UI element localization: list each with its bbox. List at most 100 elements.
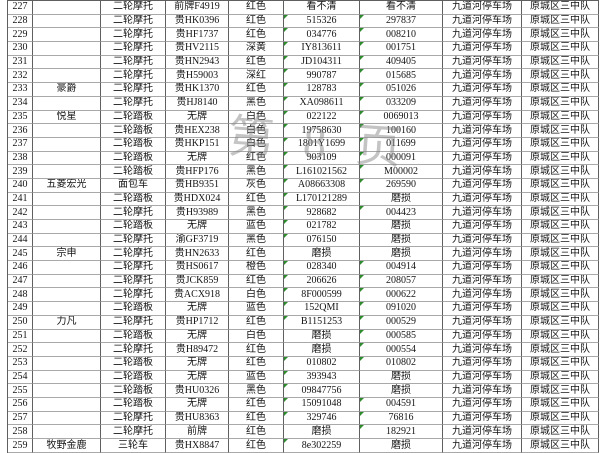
cell-seq[interactable]: 236: [8, 124, 33, 138]
cell-frame[interactable]: 182921: [360, 425, 443, 439]
cell-engine[interactable]: 928682: [284, 206, 360, 220]
cell-color[interactable]: 红色: [229, 28, 284, 43]
cell-color[interactable]: 黑色: [229, 165, 284, 179]
cell-plate[interactable]: 贵HEX238: [166, 124, 229, 138]
cell-seq[interactable]: 240: [8, 178, 33, 193]
cell-brand[interactable]: [33, 425, 101, 439]
cell-parking-lot[interactable]: 九道河停车场: [443, 14, 522, 29]
cell-seq[interactable]: 258: [8, 425, 33, 439]
cell-unit[interactable]: 原城区三中队: [522, 42, 599, 56]
cell-plate[interactable]: 无牌: [166, 397, 229, 412]
cell-color[interactable]: 红色: [229, 439, 284, 453]
cell-type[interactable]: 二轮踏板: [101, 370, 166, 385]
cell-engine[interactable]: 磨损: [284, 329, 360, 344]
cell-frame[interactable]: 76816: [360, 411, 443, 426]
cell-seq[interactable]: 242: [8, 206, 33, 220]
cell-color[interactable]: 红色: [229, 192, 284, 207]
cell-parking-lot[interactable]: 九道河停车场: [443, 261, 522, 275]
cell-unit[interactable]: 原城区三中队: [522, 1, 599, 15]
cell-color[interactable]: 红色: [229, 411, 284, 426]
cell-plate[interactable]: 贵HDX024: [166, 192, 229, 207]
cell-type[interactable]: 二轮摩托: [101, 247, 166, 262]
cell-plate[interactable]: 无牌: [166, 370, 229, 385]
cell-frame[interactable]: 磨损: [360, 233, 443, 248]
cell-frame[interactable]: 010802: [360, 356, 443, 371]
cell-color[interactable]: 灰色: [229, 178, 284, 193]
cell-color[interactable]: 红色: [229, 14, 284, 29]
cell-unit[interactable]: 原城区三中队: [522, 288, 599, 303]
cell-brand[interactable]: [33, 14, 101, 29]
cell-brand[interactable]: [33, 411, 101, 426]
cell-seq[interactable]: 255: [8, 384, 33, 398]
cell-engine[interactable]: 15091048: [284, 397, 360, 412]
cell-seq[interactable]: 250: [8, 315, 33, 330]
cell-seq[interactable]: 249: [8, 302, 33, 316]
cell-engine[interactable]: 8F000599: [284, 288, 360, 303]
cell-engine[interactable]: 022122: [284, 110, 360, 125]
cell-seq[interactable]: 248: [8, 288, 33, 303]
cell-seq[interactable]: 235: [8, 110, 33, 125]
cell-color[interactable]: 黑色: [229, 384, 284, 398]
cell-color[interactable]: 白色: [229, 110, 284, 125]
cell-engine[interactable]: 看不清: [284, 1, 360, 15]
cell-engine[interactable]: 磨损: [284, 247, 360, 262]
cell-brand[interactable]: [33, 55, 101, 70]
cell-plate[interactable]: 贵HB9351: [166, 178, 229, 193]
cell-frame[interactable]: 磨损: [360, 220, 443, 234]
cell-unit[interactable]: 原城区三中队: [522, 14, 599, 29]
cell-color[interactable]: 红色: [229, 247, 284, 262]
cell-brand[interactable]: [33, 137, 101, 152]
cell-parking-lot[interactable]: 九道河停车场: [443, 137, 522, 152]
cell-color[interactable]: 红色: [229, 274, 284, 289]
cell-type[interactable]: 二轮摩托: [101, 1, 166, 15]
cell-unit[interactable]: 原城区三中队: [522, 411, 599, 426]
cell-color[interactable]: 橙色: [229, 261, 284, 275]
cell-type[interactable]: 二轮踏板: [101, 137, 166, 152]
cell-engine[interactable]: 393943: [284, 370, 360, 385]
cell-color[interactable]: 红色: [229, 1, 284, 15]
cell-type[interactable]: 二轮摩托: [101, 288, 166, 303]
cell-color[interactable]: 红色: [229, 425, 284, 439]
cell-plate[interactable]: 贵HU8363: [166, 411, 229, 426]
cell-engine[interactable]: 076150: [284, 233, 360, 248]
cell-unit[interactable]: 原城区三中队: [522, 83, 599, 97]
cell-engine[interactable]: XA098611: [284, 96, 360, 111]
cell-plate[interactable]: 贵JCK859: [166, 274, 229, 289]
cell-type[interactable]: 二轮踏板: [101, 151, 166, 166]
cell-parking-lot[interactable]: 九道河停车场: [443, 151, 522, 166]
cell-plate[interactable]: 无牌: [166, 151, 229, 166]
cell-frame[interactable]: 100160: [360, 124, 443, 138]
cell-seq[interactable]: 233: [8, 83, 33, 97]
cell-unit[interactable]: 原城区三中队: [522, 110, 599, 125]
cell-parking-lot[interactable]: 九道河停车场: [443, 370, 522, 385]
cell-parking-lot[interactable]: 九道河停车场: [443, 206, 522, 220]
cell-unit[interactable]: 原城区三中队: [522, 315, 599, 330]
cell-unit[interactable]: 原城区三中队: [522, 233, 599, 248]
cell-plate[interactable]: 贵HS0617: [166, 261, 229, 275]
cell-plate[interactable]: 无牌: [166, 302, 229, 316]
cell-plate[interactable]: 贵H93989: [166, 206, 229, 220]
cell-brand[interactable]: 五菱宏光: [33, 178, 101, 193]
cell-parking-lot[interactable]: 九道河停车场: [443, 397, 522, 412]
cell-type[interactable]: 二轮踏板: [101, 110, 166, 125]
cell-parking-lot[interactable]: 九道河停车场: [443, 124, 522, 138]
cell-type[interactable]: 二轮踏板: [101, 302, 166, 316]
cell-engine[interactable]: 磨损: [284, 343, 360, 357]
cell-plate[interactable]: 贵HKP151: [166, 137, 229, 152]
cell-parking-lot[interactable]: 九道河停车场: [443, 165, 522, 179]
cell-unit[interactable]: 原城区三中队: [522, 124, 599, 138]
cell-engine[interactable]: 515326: [284, 14, 360, 29]
cell-engine[interactable]: 034776: [284, 28, 360, 43]
cell-unit[interactable]: 原城区三中队: [522, 137, 599, 152]
cell-color[interactable]: 深黄: [229, 42, 284, 56]
cell-unit[interactable]: 原城区三中队: [522, 192, 599, 207]
cell-parking-lot[interactable]: 九道河停车场: [443, 343, 522, 357]
cell-plate[interactable]: 贵HF1737: [166, 28, 229, 43]
cell-plate[interactable]: 前牌: [166, 425, 229, 439]
cell-frame[interactable]: 000585: [360, 329, 443, 344]
cell-plate[interactable]: 贵HX8847: [166, 439, 229, 453]
cell-engine[interactable]: L161021562: [284, 165, 360, 179]
cell-type[interactable]: 二轮踏板: [101, 397, 166, 412]
cell-frame[interactable]: 297837: [360, 14, 443, 29]
cell-parking-lot[interactable]: 九道河停车场: [443, 425, 522, 439]
